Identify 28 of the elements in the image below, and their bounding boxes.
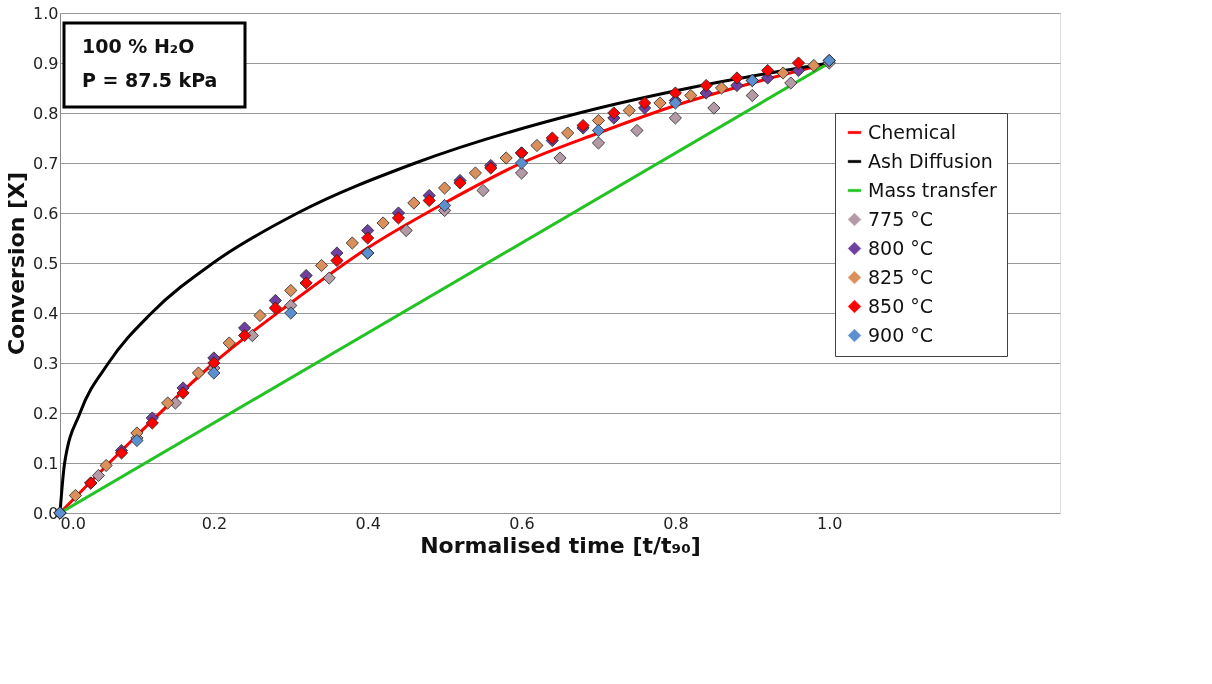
legend-label: 800 °C (868, 236, 934, 259)
x-tick-label: 0.0 (60, 513, 86, 533)
x-tick-label: 0.2 (201, 513, 228, 533)
y-tick-label: 0.9 (33, 53, 59, 73)
legend-label: 850 °C (868, 294, 934, 317)
y-tick-label: 0.3 (33, 353, 59, 373)
y-tick-label: 0.6 (33, 203, 59, 223)
x-axis-title: Normalised time [t/t₉₀] (420, 532, 701, 558)
y-tick-label: 0.1 (33, 453, 59, 473)
y-tick-label: 1.0 (33, 3, 59, 23)
x-tick-label: 1.0 (817, 513, 843, 533)
legend-label: 775 °C (868, 207, 934, 230)
annotation: P = 87.5 kPa (82, 69, 218, 91)
y-tick-label: 0.8 (33, 103, 59, 123)
legend-label: Mass transfer (868, 178, 998, 201)
legend-label: Chemical (868, 120, 957, 143)
x-tick-label: 0.6 (509, 513, 535, 533)
annotation: 100 % H₂O (82, 35, 195, 57)
legend-label: 900 °C (868, 323, 934, 346)
x-tick-label: 0.8 (663, 513, 689, 533)
y-tick-label: 0.7 (33, 153, 59, 173)
y-tick-label: 0.4 (33, 303, 59, 323)
y-tick-label: 0.5 (33, 253, 59, 273)
legend-label: Ash Diffusion (868, 149, 993, 172)
x-tick-label: 0.4 (355, 513, 381, 533)
y-axis-title: Conversion [X] (4, 171, 30, 356)
y-tick-label: 0.2 (33, 403, 59, 423)
legend-label: 825 °C (868, 265, 934, 288)
